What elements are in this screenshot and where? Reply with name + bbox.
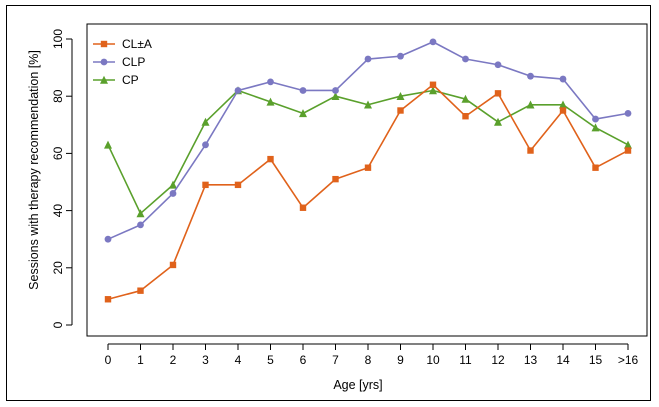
data-point [364, 164, 372, 171]
data-point [592, 164, 599, 171]
data-point [331, 91, 340, 100]
data-point [364, 55, 372, 63]
data-point [624, 109, 632, 117]
data-point [462, 113, 469, 120]
data-point [299, 204, 307, 211]
data-point [136, 209, 145, 218]
data-point [137, 221, 144, 229]
data-point [429, 86, 437, 95]
data-point [104, 296, 112, 303]
legend-label: CP [122, 73, 139, 87]
x-tick-label: >16 [618, 353, 639, 367]
data-point [397, 52, 404, 60]
y-tick-label: 80 [51, 89, 65, 103]
x-tick-label: 12 [491, 353, 505, 367]
data-point [299, 87, 307, 94]
x-axis-title: Age [yrs] [333, 378, 382, 392]
series-cla [104, 81, 632, 303]
x-tick-label: 8 [365, 353, 372, 367]
data-point [299, 109, 307, 118]
y-axis-title: Sessions with therapy recommendation [%] [27, 50, 41, 290]
y-tick-label: 100 [51, 29, 65, 49]
data-point [396, 91, 405, 100]
data-point [494, 117, 502, 126]
data-point [364, 100, 372, 109]
data-point [591, 123, 600, 132]
data-point [267, 78, 274, 86]
legend-item: CP [93, 73, 139, 87]
data-point [494, 90, 502, 97]
data-point [461, 94, 470, 103]
x-tick-label: 4 [235, 353, 242, 367]
y-tick-label: 60 [51, 146, 65, 160]
data-point [624, 147, 632, 154]
x-tick-label: 15 [589, 353, 603, 367]
data-point [104, 140, 112, 149]
data-point [527, 72, 534, 80]
data-point [332, 175, 339, 183]
y-tick-label: 40 [51, 204, 65, 218]
data-point [104, 235, 112, 243]
data-point [266, 97, 275, 106]
data-point [169, 180, 177, 189]
y-tick-label: 20 [51, 261, 65, 275]
series-line [107, 83, 629, 301]
data-point [234, 87, 242, 94]
data-point [624, 140, 632, 149]
x-tick-label: 3 [202, 353, 209, 367]
data-point [494, 61, 502, 69]
legend-marker [100, 75, 108, 84]
data-point [527, 147, 534, 154]
x-tick-label: 1 [137, 353, 144, 367]
data-point [332, 87, 339, 94]
x-tick-label: 6 [300, 353, 307, 367]
data-point [559, 100, 567, 109]
data-point [559, 107, 567, 114]
data-point [169, 190, 177, 197]
x-tick-label: 11 [459, 353, 472, 367]
x-tick-label: 10 [426, 353, 440, 367]
data-point [202, 181, 209, 189]
data-point [592, 115, 599, 123]
data-point [526, 100, 535, 109]
x-tick-label: 7 [332, 353, 339, 367]
data-point [429, 38, 437, 46]
data-point [267, 155, 274, 163]
legend-marker [100, 40, 108, 48]
x-tick-label: 2 [170, 353, 177, 367]
x-tick-label: 9 [397, 353, 404, 367]
y-tick-label: 0 [51, 321, 65, 328]
legend-item: CL±A [93, 37, 152, 51]
series-cp [104, 86, 632, 218]
data-point [559, 75, 567, 83]
x-tick-label: 13 [524, 353, 538, 367]
series-clp [104, 38, 632, 243]
series-line [107, 41, 629, 240]
legend-item: CLP [93, 55, 145, 69]
series-line [107, 89, 629, 215]
data-point [234, 181, 242, 189]
legend-marker [100, 58, 108, 66]
legend-label: CLP [122, 55, 145, 69]
data-point [429, 81, 437, 88]
data-point [202, 141, 209, 149]
x-tick-label: 14 [556, 353, 570, 367]
legend-label: CL±A [122, 37, 152, 51]
x-tick-label: 0 [105, 353, 112, 367]
plot-area-border [86, 23, 648, 337]
chart-frame [6, 5, 651, 401]
data-point [462, 55, 469, 63]
x-tick-label: 5 [267, 353, 274, 367]
data-point [169, 261, 177, 269]
data-point [397, 107, 404, 114]
data-point [137, 287, 144, 294]
data-point [201, 117, 210, 126]
